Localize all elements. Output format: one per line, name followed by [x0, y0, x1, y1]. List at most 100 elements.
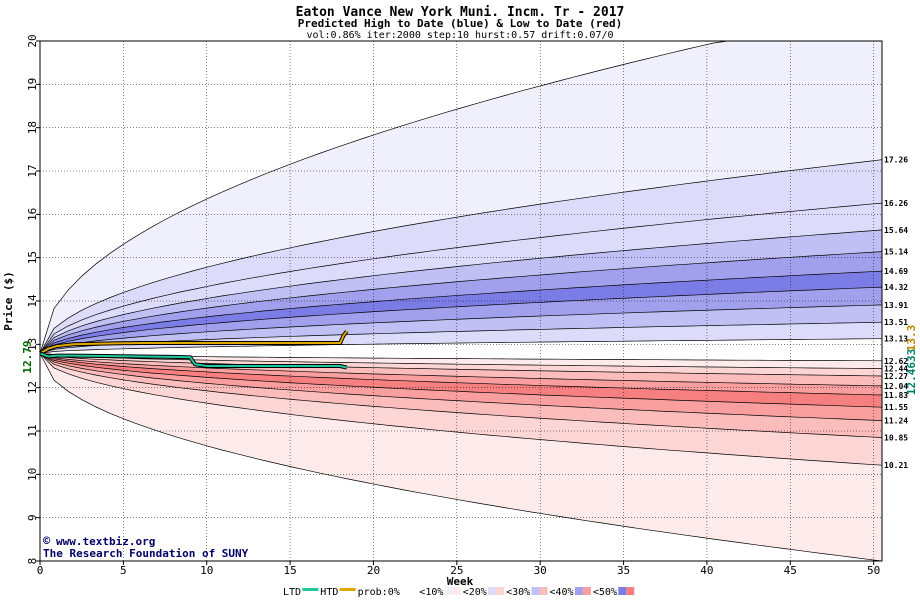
y-tick-label: 17 — [26, 164, 39, 177]
right-label: 12.62 — [884, 357, 908, 366]
legend-band-label: <20% — [463, 587, 487, 598]
contour-line — [39, 270, 883, 354]
legend-band-label: <30% — [506, 587, 530, 598]
y-tick-label: 18 — [26, 121, 39, 134]
low-band-60-50 — [40, 353, 882, 395]
x-tick-label: 30 — [534, 564, 547, 577]
low-band-20-10 — [40, 353, 882, 466]
chart-title: Eaton Vance New York Muni. Incm. Tr - 20… — [296, 5, 625, 20]
x-tick-label: 35 — [617, 564, 630, 577]
high-band-60-70 — [40, 287, 882, 354]
legend-swatch-blue — [618, 587, 627, 595]
legend-band-label: <10% — [419, 587, 443, 598]
high-band-30-40 — [40, 229, 882, 354]
contour-line — [39, 353, 883, 369]
high-band-20-30 — [40, 203, 882, 354]
y-tick-label: 15 — [26, 251, 39, 264]
x-tick-label: 45 — [784, 564, 797, 577]
credits-org: The Research Foundation of SUNY — [43, 547, 249, 560]
low-band-50-40 — [40, 353, 882, 408]
right-label: 11.24 — [884, 417, 908, 426]
price-series — [39, 330, 349, 370]
contour-line — [39, 321, 883, 354]
legend-band-label: <40% — [550, 587, 574, 598]
copyright-icon: © — [43, 534, 51, 548]
legend-swatch-red — [496, 587, 505, 595]
y-tick-label: 14 — [26, 294, 39, 308]
x-tick-label: 40 — [700, 564, 713, 577]
low-band-40-30 — [40, 353, 882, 421]
contour-line — [39, 353, 883, 408]
right-label: 15.64 — [884, 226, 908, 235]
right-label: 13.91 — [884, 301, 908, 310]
y-tick-label: 9 — [26, 514, 39, 521]
credits: © www.textbiz.org The Research Foundatio… — [43, 534, 249, 560]
contour-line — [39, 251, 883, 354]
legend-swatch-red — [539, 587, 548, 595]
legend-prob-label: prob:0% — [358, 587, 400, 598]
contour-line — [39, 338, 883, 354]
contour-line — [39, 353, 883, 438]
ltd-current-label: 12.4633 — [905, 349, 918, 395]
legend-swatch-0 — [401, 588, 418, 594]
contour-line — [39, 353, 883, 421]
right-label: 14.32 — [884, 283, 908, 292]
right-label: 10.21 — [884, 461, 908, 470]
low-band-30-20 — [40, 353, 882, 438]
right-label: 12.44 — [884, 365, 908, 374]
right-label: 16.26 — [884, 199, 908, 208]
x-tick-label: 15 — [283, 564, 296, 577]
y-axis-ticks: 8 9 10 11 12 13 14 15 16 17 18 19 20 — [26, 34, 40, 564]
right-label: 15.14 — [884, 248, 908, 257]
credits-website: www.textbiz.org — [56, 535, 155, 548]
legend-htd-swatch — [339, 588, 356, 591]
legend-htd-label: HTD — [320, 587, 338, 598]
right-label: 12.27 — [884, 372, 908, 381]
right-label: 10.85 — [884, 434, 908, 443]
legend-swatch-blue — [531, 587, 540, 595]
legend-swatch-red — [582, 587, 591, 595]
right-label: 11.83 — [884, 391, 908, 400]
right-label: 11.55 — [884, 403, 908, 412]
chart-subtitle: Predicted High to Date (blue) & Low to D… — [298, 17, 623, 30]
ltd-line — [39, 352, 348, 369]
right-label: 17.26 — [884, 156, 908, 165]
x-tick-label: 20 — [367, 564, 380, 577]
htd-current-label: 13.3 — [905, 325, 918, 352]
right-percentile-labels: 17.26 16.26 15.64 15.14 14.69 14.32 13.91 13.51… — [884, 156, 908, 471]
y-tick-label: 8 — [26, 558, 39, 565]
x-tick-label: 25 — [450, 564, 463, 577]
percentile-contours — [39, 40, 883, 562]
contour-line — [39, 202, 883, 354]
high-band-40-50 — [40, 251, 882, 354]
high-band-0-10 — [40, 41, 882, 354]
contour-line — [39, 353, 883, 377]
y-tick-label: 19 — [26, 78, 39, 91]
right-label: 14.69 — [884, 267, 908, 276]
x-tick-label: 50 — [867, 564, 880, 577]
y-tick-label: 10 — [26, 468, 39, 481]
x-tick-label: 10 — [200, 564, 213, 577]
htd-line — [39, 330, 348, 355]
high-band-70-80 — [40, 304, 882, 354]
contour-line — [39, 353, 883, 466]
y-tick-label: 13 — [26, 338, 39, 351]
contour-line — [39, 353, 883, 562]
y-tick-label: 11 — [26, 424, 39, 437]
legend-ltd-label: LTD — [283, 587, 301, 598]
low-band-10-0 — [40, 353, 882, 561]
legend-band-label: <50% — [593, 587, 617, 598]
contour-line — [39, 159, 883, 354]
contour-line — [39, 353, 883, 387]
contour-line — [39, 229, 883, 354]
low-band-80-70 — [40, 353, 882, 376]
right-label: 13.13 — [884, 335, 908, 344]
y-tick-label: 20 — [26, 34, 39, 47]
y-tick-label: 12 — [26, 381, 39, 394]
x-axis-label: Week — [447, 575, 474, 588]
legend-swatch-blue — [488, 587, 497, 595]
right-label: 13.51 — [884, 318, 908, 327]
high-band-50-60 — [40, 271, 882, 354]
start-price-label: 12.79 — [21, 340, 34, 373]
high-band-10-20 — [40, 159, 882, 354]
